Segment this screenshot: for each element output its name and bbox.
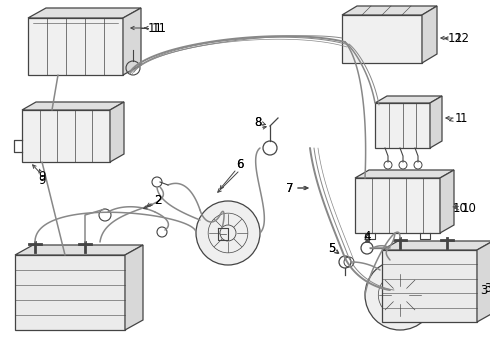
Polygon shape (375, 103, 430, 148)
Text: 4: 4 (363, 231, 371, 244)
Text: 9: 9 (38, 174, 46, 186)
Circle shape (365, 260, 435, 330)
Polygon shape (440, 170, 454, 233)
Text: 6: 6 (236, 158, 244, 171)
Polygon shape (355, 170, 454, 178)
Text: 10: 10 (453, 202, 467, 215)
Polygon shape (342, 6, 437, 15)
Polygon shape (382, 250, 477, 322)
Text: 5: 5 (328, 242, 336, 255)
Text: 5: 5 (328, 242, 336, 255)
Polygon shape (375, 96, 442, 103)
Polygon shape (123, 8, 141, 75)
Text: 8: 8 (254, 116, 262, 129)
Polygon shape (382, 241, 490, 250)
Polygon shape (422, 6, 437, 63)
Text: 3: 3 (480, 284, 488, 297)
Polygon shape (125, 245, 143, 330)
Polygon shape (342, 15, 422, 63)
Text: 11: 11 (147, 22, 163, 35)
Polygon shape (15, 255, 125, 330)
Text: 1: 1 (460, 112, 467, 125)
Polygon shape (28, 8, 141, 18)
Circle shape (196, 201, 260, 265)
Polygon shape (15, 245, 143, 255)
Text: 4: 4 (363, 230, 371, 243)
Polygon shape (28, 18, 123, 75)
Text: 9: 9 (38, 171, 46, 184)
Text: 12: 12 (447, 31, 463, 45)
Text: 10: 10 (462, 202, 477, 215)
Polygon shape (430, 96, 442, 148)
Text: 6: 6 (236, 158, 244, 171)
Text: 8: 8 (254, 116, 262, 129)
Polygon shape (355, 178, 440, 233)
Text: 7: 7 (286, 181, 294, 194)
Polygon shape (22, 102, 124, 110)
Text: 2: 2 (154, 194, 162, 207)
Text: 12: 12 (455, 31, 470, 45)
Text: 2: 2 (154, 194, 162, 207)
Polygon shape (477, 241, 490, 322)
Text: 3: 3 (484, 282, 490, 294)
Text: 1: 1 (454, 112, 462, 125)
Polygon shape (110, 102, 124, 162)
Polygon shape (22, 110, 110, 162)
Text: 7: 7 (286, 181, 294, 194)
Text: 11: 11 (152, 22, 167, 35)
